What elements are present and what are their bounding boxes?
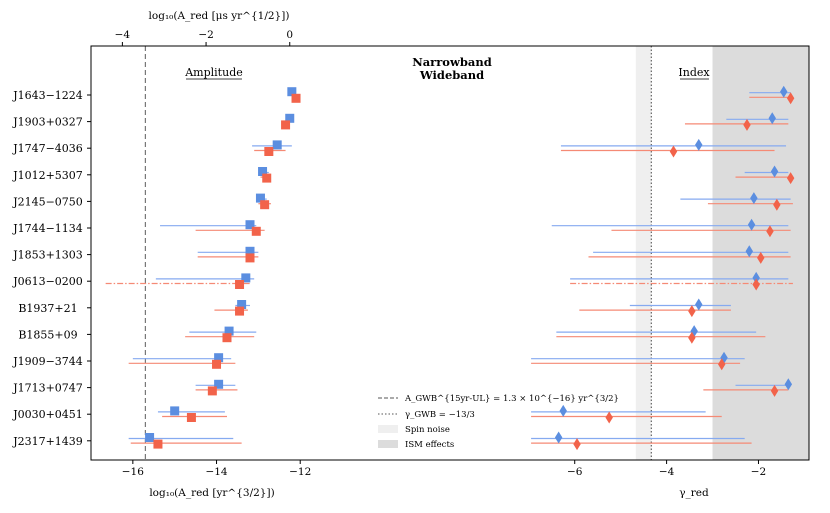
legend-ism-label: ISM effects <box>405 440 454 450</box>
legend-spin-label: Spin noise <box>405 425 450 435</box>
wideband-amplitude-point <box>222 333 232 343</box>
wideband-amplitude-point <box>235 280 245 289</box>
wideband-amplitude-point <box>186 413 196 422</box>
pulsar-label: J1012+5307 <box>12 169 83 182</box>
pulsar-label: J0030+0451 <box>12 408 83 421</box>
narrowband-amplitude-point <box>170 406 180 416</box>
axes: −16 −14 −12 −6 −4 −2 −4 −2 0 <box>87 29 766 478</box>
wideband-index-point <box>757 251 765 264</box>
wideband-amplitude-point <box>251 226 261 236</box>
legend-ism-swatch <box>378 440 398 448</box>
wideband-index-point <box>770 384 779 397</box>
narrowband-index-point <box>768 112 776 125</box>
index-x-tick-label: −4 <box>659 466 675 478</box>
wideband-index-point <box>786 172 795 185</box>
wideband-index-point <box>766 225 774 238</box>
narrowband-index-point <box>750 192 758 205</box>
narrowband-amplitude-point <box>214 353 224 363</box>
wideband-amplitude-point <box>207 386 217 396</box>
wideband-index-point <box>717 358 726 371</box>
legend-gamma-label: γ_GWB = −13/3 <box>405 410 475 420</box>
legend-gwb-label: A_GWB^{15yr-UL} = 1.3 × 10^{−16} yr^{3/2… <box>404 394 619 404</box>
narrowband-index-point <box>554 431 563 444</box>
narrowband-amplitude-point <box>258 167 268 176</box>
wideband-amplitude-point <box>262 173 272 183</box>
wideband-index-point <box>669 145 678 158</box>
amplitude-x-tick-label: −12 <box>289 466 311 478</box>
narrowband-amplitude-point <box>241 273 251 283</box>
narrowband-amplitude-point <box>255 193 265 203</box>
amplitude-axis-label: log₁₀(A_red [yr^{3/2}]) <box>149 487 274 499</box>
spin-noise-band <box>635 46 652 460</box>
legend-spin-swatch <box>378 425 398 433</box>
narrowband-amplitude-point <box>224 326 234 336</box>
pulsar-label: J0613−0200 <box>12 275 83 288</box>
wideband-index-point <box>688 331 696 344</box>
legend-wideband: Wideband <box>419 68 484 82</box>
narrowband-amplitude-point <box>245 246 255 256</box>
narrowband-amplitude-point <box>237 300 247 309</box>
legend-narrowband: Narrowband <box>412 55 492 69</box>
narrowband-index-point <box>770 165 779 178</box>
narrowband-amplitude-point <box>214 379 224 389</box>
top-axis-tick-label: 0 <box>286 29 293 41</box>
wideband-index-point <box>773 198 781 211</box>
index-x-tick-label: −2 <box>751 466 766 478</box>
wideband-amplitude-point <box>235 306 245 316</box>
wideband-index-point <box>688 305 696 318</box>
narrowband-index-point <box>747 218 756 231</box>
pulsar-label: J2317+1439 <box>12 435 83 448</box>
narrowband-index-point <box>695 138 703 151</box>
amplitude-x-tick-label: −14 <box>205 466 227 478</box>
narrowband-index-point <box>695 298 703 311</box>
wideband-amplitude-point <box>260 200 270 210</box>
index-panel-title: Index <box>678 66 710 79</box>
narrowband-index-point <box>752 271 760 284</box>
pulsar-label: J1853+1303 <box>12 249 83 262</box>
pulsar-label: J1744−1134 <box>12 222 83 235</box>
amplitude-x-tick-label: −16 <box>122 466 144 478</box>
pulsar-label: J1909−3744 <box>12 355 83 368</box>
narrowband-amplitude-point <box>145 433 155 442</box>
narrowband-amplitude-point <box>245 220 255 230</box>
amplitude-panel-title: Amplitude <box>184 66 243 79</box>
top-axis-tick-label: −4 <box>115 29 131 41</box>
reference-legend: A_GWB^{15yr-UL} = 1.3 × 10^{−16} yr^{3/2… <box>378 394 619 450</box>
wideband-amplitude-point <box>291 93 301 103</box>
plot-frame <box>90 45 810 461</box>
wideband-index-point <box>752 278 760 291</box>
index-axis-label: γ_red <box>679 487 709 499</box>
narrowband-amplitude-point <box>287 87 297 97</box>
pulsar-label: B1855+09 <box>18 328 77 341</box>
pulsar-labels: J1643−1224 J1903+0327 J1747−4036 J1012+5307… <box>12 89 83 448</box>
data-marks <box>105 85 795 451</box>
top-axis-tick-label: −2 <box>198 29 213 41</box>
narrowband-amplitude-point <box>272 140 282 150</box>
wideband-index-point <box>573 438 581 451</box>
narrowband-index-point <box>745 245 754 258</box>
narrowband-index-point <box>780 85 788 98</box>
pulsar-label: J1903+0327 <box>12 116 83 129</box>
wideband-amplitude-point <box>153 439 163 449</box>
wideband-amplitude-point <box>245 253 255 263</box>
narrowband-amplitude-point <box>285 113 295 123</box>
wideband-index-point <box>743 118 751 131</box>
narrowband-index-point <box>559 404 567 417</box>
pulsar-label: B1937+21 <box>18 302 77 315</box>
pulsar-label: J1747−4036 <box>12 142 83 155</box>
pulsar-label: J1643−1224 <box>12 89 83 102</box>
pulsar-label: J2145−0750 <box>12 195 83 208</box>
pulsar-label: J1713+0747 <box>12 382 83 395</box>
narrowband-index-point <box>784 378 793 391</box>
wideband-amplitude-point <box>281 120 291 130</box>
wideband-index-point <box>605 411 613 424</box>
wideband-index-point <box>786 92 795 105</box>
index-x-tick-label: −6 <box>567 466 583 478</box>
wideband-amplitude-point <box>264 147 274 156</box>
top-axis-label: log₁₀(A_red [μs yr^{1/2}]) <box>149 10 290 22</box>
wideband-amplitude-point <box>212 359 222 369</box>
